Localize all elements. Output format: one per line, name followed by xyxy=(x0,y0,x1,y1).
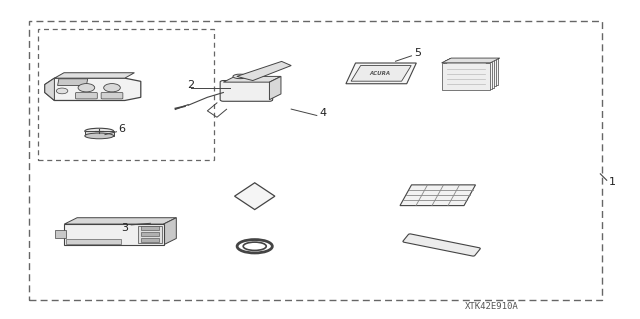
Polygon shape xyxy=(235,183,275,210)
Circle shape xyxy=(78,84,95,92)
Ellipse shape xyxy=(233,74,247,79)
Polygon shape xyxy=(85,131,114,136)
Ellipse shape xyxy=(85,128,114,134)
Polygon shape xyxy=(346,63,417,84)
Polygon shape xyxy=(45,78,141,100)
Bar xyxy=(138,226,163,243)
Polygon shape xyxy=(269,77,281,100)
Text: XTK42E910A: XTK42E910A xyxy=(465,302,518,311)
Polygon shape xyxy=(445,60,494,88)
Circle shape xyxy=(56,88,68,94)
Bar xyxy=(141,232,159,236)
Text: 6: 6 xyxy=(118,124,125,134)
Polygon shape xyxy=(64,218,177,224)
Circle shape xyxy=(104,84,120,92)
Polygon shape xyxy=(58,79,88,85)
Text: 2: 2 xyxy=(187,79,195,90)
Polygon shape xyxy=(351,66,412,81)
Polygon shape xyxy=(54,73,134,78)
FancyBboxPatch shape xyxy=(76,93,97,99)
Polygon shape xyxy=(223,77,281,82)
FancyBboxPatch shape xyxy=(403,234,481,256)
Polygon shape xyxy=(400,185,476,205)
FancyBboxPatch shape xyxy=(220,80,273,101)
Bar xyxy=(64,224,164,245)
Text: 4: 4 xyxy=(319,108,327,118)
Polygon shape xyxy=(444,62,492,89)
Text: 3: 3 xyxy=(122,223,128,233)
Polygon shape xyxy=(164,218,177,245)
Bar xyxy=(67,239,121,244)
Polygon shape xyxy=(237,62,291,81)
Text: ACURA: ACURA xyxy=(369,71,391,76)
Polygon shape xyxy=(45,78,54,100)
Polygon shape xyxy=(442,63,490,90)
Polygon shape xyxy=(449,58,498,85)
Polygon shape xyxy=(447,59,496,86)
Ellipse shape xyxy=(243,242,266,250)
FancyBboxPatch shape xyxy=(101,93,123,99)
Bar xyxy=(141,238,159,242)
Bar xyxy=(55,230,67,238)
Bar xyxy=(141,226,159,230)
Text: 5: 5 xyxy=(415,48,421,58)
Polygon shape xyxy=(442,58,500,63)
Text: 1: 1 xyxy=(609,177,616,187)
Ellipse shape xyxy=(85,133,114,139)
